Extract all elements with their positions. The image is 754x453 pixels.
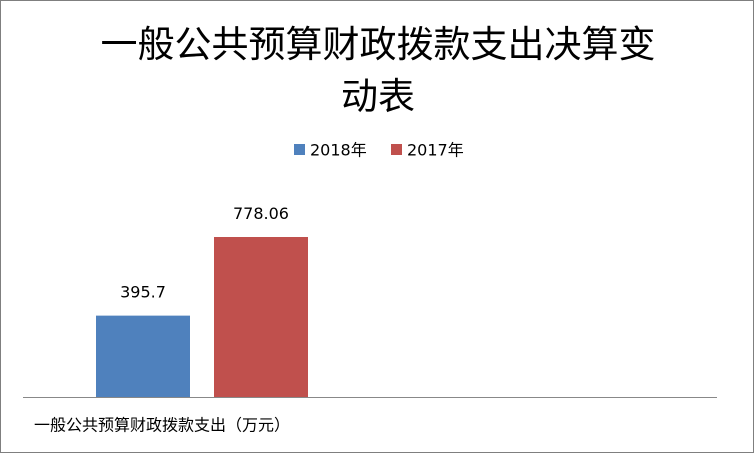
data-label: 778.06: [233, 204, 289, 223]
legend-label: 2017年: [407, 141, 464, 160]
bar: [214, 237, 308, 397]
chart-title: 一般公共预算财政拨款支出决算变动表: [100, 23, 656, 118]
bar: [96, 315, 190, 397]
data-label: 395.7: [120, 283, 166, 302]
legend-label: 2018年: [310, 141, 367, 160]
legend-swatch: [294, 144, 305, 155]
x-tick-label: 一般公共预算财政拨款支出（万元）: [34, 416, 290, 435]
legend-swatch: [391, 144, 402, 155]
